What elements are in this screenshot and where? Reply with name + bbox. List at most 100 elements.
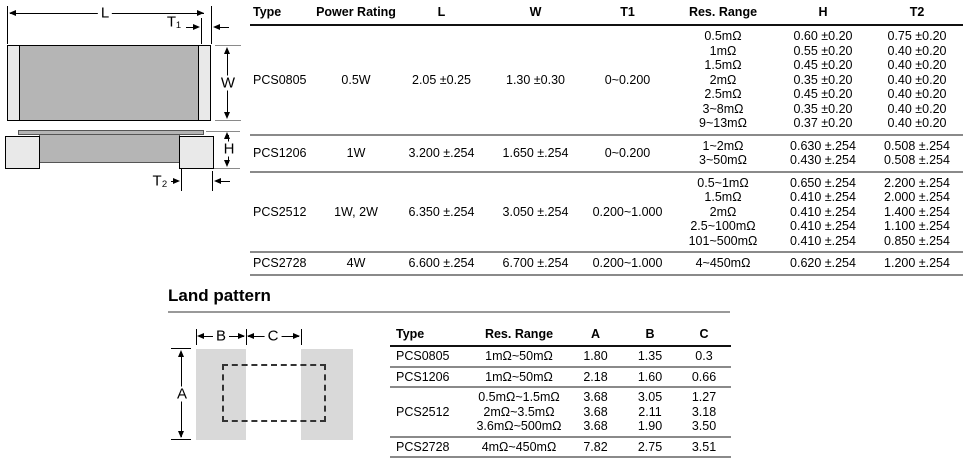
res-value: 2mΩ [709, 204, 737, 219]
land-type: PCS0805 [390, 346, 470, 368]
spec-res-cell: 0.5mΩ 1mΩ 1.5mΩ 2mΩ 2.5mΩ 3~8mΩ 9~13mΩ [671, 25, 775, 136]
res-value: 1mΩ [709, 43, 737, 58]
a-value: 7.82 [583, 439, 608, 454]
h-value: 0.37 ±0.20 [793, 116, 853, 130]
dim-label-b: B [212, 328, 230, 344]
component-outline-dashed [222, 364, 326, 422]
dim-extension-line [211, 6, 212, 44]
land-c-cell: 1.27 3.18 3.50 [677, 387, 731, 438]
land-pattern-title: Land pattern [168, 286, 271, 305]
res-value: 4mΩ~450mΩ [481, 439, 557, 454]
t2-value: 0.40 ±0.20 [887, 87, 947, 101]
land-res-cell: 1mΩ~50mΩ [470, 366, 568, 388]
spec-row-pcs2728: PCS2728 4W 6.600 ±.254 6.700 ±.254 0.200… [250, 252, 963, 276]
res-value: 3~50mΩ [699, 153, 747, 167]
spec-h-cell: 0.620 ±.254 [775, 252, 871, 276]
spec-header-row: Type Power Rating L W T1 Res. Range H T2 [250, 1, 963, 26]
c-value: 3.50 [691, 419, 717, 433]
arrowhead-up-icon [224, 47, 230, 54]
arrowhead-right-icon [293, 333, 300, 339]
land-b-cell: 2.75 [623, 436, 677, 458]
t2-value: 2.000 ±.254 [884, 190, 950, 204]
spec-w: 6.700 ±.254 [487, 252, 584, 276]
arrowhead-left-icon [214, 178, 221, 184]
t2-value: 0.40 ±0.20 [887, 72, 947, 87]
b-value: 2.11 [638, 404, 662, 419]
res-value: 2mΩ~3.5mΩ [483, 404, 555, 419]
res-value: 0.5mΩ~1.5mΩ [478, 390, 560, 404]
t2-value: 0.508 ±.254 [884, 153, 950, 167]
land-row-pcs0805: PCS0805 1mΩ~50mΩ 1.80 1.35 0.3 [390, 346, 731, 368]
spec-res-cell: 1~2mΩ 3~50mΩ [671, 134, 775, 173]
a-value: 3.68 [583, 404, 608, 419]
land-a-cell: 1.80 [568, 346, 623, 368]
spec-l: 2.05 ±0.25 [396, 25, 487, 136]
t2-value: 1.100 ±.254 [884, 219, 950, 233]
t2-value: 0.75 ±0.20 [887, 29, 947, 43]
land-a-cell: 3.68 3.68 3.68 [568, 387, 623, 438]
chip-terminal-cap [198, 46, 210, 120]
res-value: 4~450mΩ [695, 256, 751, 270]
b-value: 1.35 [637, 349, 663, 363]
spec-power: 1W, 2W [316, 171, 396, 253]
land-header-b: B [623, 324, 677, 347]
t2-value: 1.400 ±.254 [884, 204, 950, 219]
land-type: PCS1206 [390, 366, 470, 388]
spec-header-power: Power Rating [316, 1, 396, 26]
chip-side-terminal [5, 136, 40, 169]
a-value: 2.18 [583, 369, 608, 384]
dim-label-h: H [220, 141, 238, 157]
land-header-c: C [677, 324, 731, 347]
a-value: 3.68 [583, 419, 608, 433]
dim-label-c: C [264, 328, 282, 344]
dim-extension-line [214, 168, 240, 169]
c-value: 0.3 [695, 349, 713, 363]
spec-header-t2: T2 [871, 1, 963, 26]
spec-header-l: L [396, 1, 487, 26]
spec-l: 3.200 ±.254 [396, 134, 487, 173]
dim-extension-line [171, 439, 191, 440]
a-value: 1.80 [583, 349, 608, 363]
spec-res-cell: 0.5~1mΩ 1.5mΩ 2mΩ 2.5~100mΩ 101~500mΩ [671, 171, 775, 253]
t2-value: 0.508 ±.254 [884, 138, 950, 153]
a-value: 3.68 [583, 390, 608, 404]
h-value: 0.410 ±.254 [790, 233, 856, 248]
t2-value: 1.200 ±.254 [884, 256, 950, 270]
land-type: PCS2512 [390, 387, 470, 438]
arrowhead-left-icon [213, 24, 220, 30]
res-value: 3.6mΩ~500mΩ [476, 419, 562, 433]
dim-label-w: W [217, 75, 239, 91]
spec-w: 1.30 ±0.30 [487, 25, 584, 136]
spec-t1: 0~0.200 [584, 25, 671, 136]
land-res-cell: 1mΩ~50mΩ [470, 346, 568, 368]
arrowhead-right-icon [173, 178, 180, 184]
res-value: 1.5mΩ [704, 58, 742, 72]
spec-t1: 0.200~1.000 [584, 252, 671, 276]
res-value: 101~500mΩ [688, 233, 758, 248]
b-value: 1.90 [637, 419, 663, 433]
t2-value: 2.200 ±.254 [884, 175, 950, 190]
spec-l: 6.350 ±.254 [396, 171, 487, 253]
h-value: 0.430 ±.254 [790, 153, 856, 167]
spec-t2-cell: 1.200 ±.254 [871, 252, 963, 276]
spec-t2-cell: 0.508 ±.254 0.508 ±.254 [871, 134, 963, 173]
land-c-cell: 0.66 [677, 366, 731, 388]
spec-header-type: Type [250, 1, 316, 26]
spec-row-pcs2512: PCS2512 1W, 2W 6.350 ±.254 3.050 ±.254 0… [250, 171, 963, 253]
dim-extension-line [7, 6, 8, 44]
dim-extension-line [215, 45, 241, 46]
land-a-cell: 2.18 [568, 366, 623, 388]
t2-value: 0.850 ±.254 [884, 233, 950, 248]
b-value: 2.75 [637, 439, 663, 454]
spec-header-h: H [775, 1, 871, 26]
dim-extension-line [212, 171, 213, 191]
dim-label-t1: T₁ [163, 14, 185, 30]
h-value: 0.45 ±0.20 [793, 58, 853, 72]
land-pattern-table: Type Res. Range A B C PCS0805 1mΩ~50mΩ 1… [390, 324, 731, 458]
h-value: 0.410 ±.254 [790, 219, 856, 233]
dim-extension-line [196, 329, 197, 345]
land-row-pcs2512: PCS2512 0.5mΩ~1.5mΩ 2mΩ~3.5mΩ 3.6mΩ~500m… [390, 387, 731, 438]
spec-t1: 0~0.200 [584, 134, 671, 173]
land-a-cell: 7.82 [568, 436, 623, 458]
